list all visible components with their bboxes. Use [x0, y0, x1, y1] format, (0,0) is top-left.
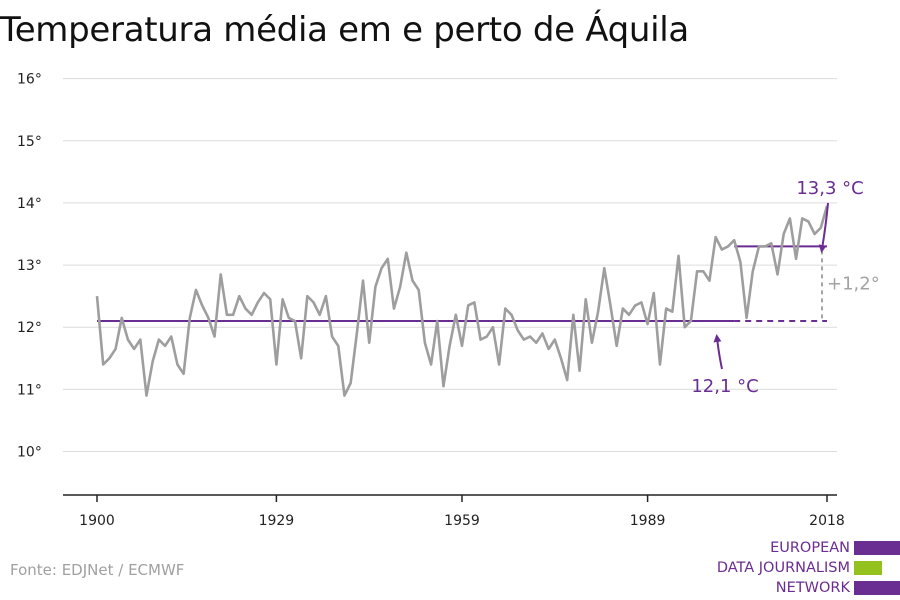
x-tick-label-1959: 1959: [444, 513, 480, 529]
y-tick-label-12: 12°: [17, 320, 42, 336]
y-tick-label-11: 11°: [17, 382, 42, 398]
grid: [63, 78, 837, 452]
x-tick-label-2018: 2018: [809, 513, 845, 529]
y-tick-label-10: 10°: [17, 445, 42, 461]
x-axis: 1900 1929 1959 1989 2018: [63, 494, 845, 529]
baselines: [97, 245, 827, 322]
difference-label: +1,2°: [827, 274, 880, 295]
y-tick-label-16: 16°: [17, 72, 42, 88]
logo-line-1: EUROPEAN: [770, 540, 850, 556]
y-tick-label-15: 15°: [17, 134, 42, 150]
x-tick-label-1929: 1929: [259, 513, 295, 529]
x-tick-label-1900: 1900: [79, 513, 115, 529]
x-tick-label-1989: 1989: [630, 513, 666, 529]
logo-line-2: DATA JOURNALISM: [716, 560, 850, 576]
logo-bar-2: [854, 561, 882, 575]
logo-bar-1: [854, 541, 900, 555]
edjnet-logo: EUROPEAN DATA JOURNALISM NETWORK: [700, 538, 900, 600]
series-line-temperature: [95, 205, 829, 397]
y-tick-label-13: 13°: [17, 258, 42, 274]
logo-line-3: NETWORK: [775, 580, 850, 596]
logo-bar-3: [854, 581, 900, 595]
source-credit: Fonte: EDJNet / ECMWF: [10, 561, 185, 579]
label-recent-mean: 13,3 °C: [796, 178, 863, 199]
annotations: +1,2° 13,3 °C 12,1 °C: [691, 178, 879, 397]
chart-title: Temperatura média em e perto de Áquila: [0, 10, 689, 50]
label-baseline-mean: 12,1 °C: [691, 376, 758, 397]
arrow-baseline-mean: [713, 334, 723, 370]
y-tick-label-14: 14°: [17, 196, 42, 212]
arrow-recent-mean: [818, 202, 829, 253]
y-axis: 10° 11° 12° 13° 14° 15° 16°: [17, 72, 42, 461]
